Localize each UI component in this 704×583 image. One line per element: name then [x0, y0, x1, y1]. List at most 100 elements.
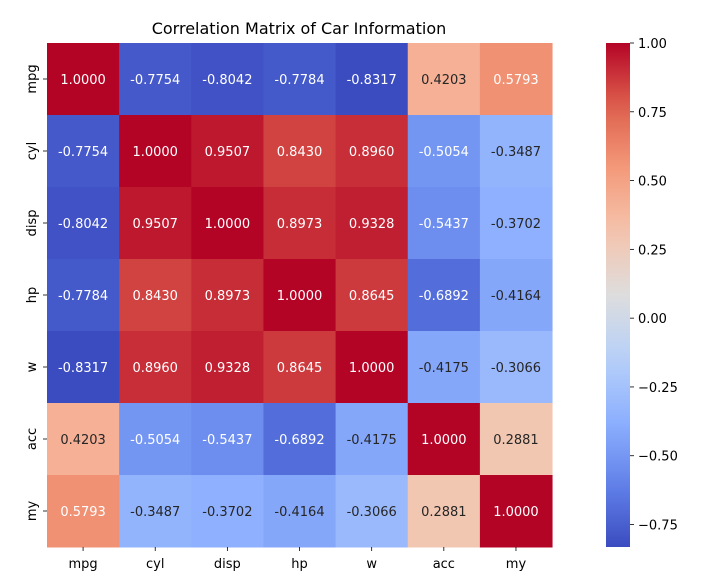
cell-value-label: 1.0000: [132, 145, 178, 160]
cell-value-label: -0.3702: [202, 505, 252, 520]
heatmap-cell: [479, 259, 553, 332]
y-tick-label: acc: [25, 428, 40, 450]
cell-value-label: 0.9507: [132, 217, 178, 232]
heatmap-cell: [263, 475, 337, 548]
cell-value-label: 0.8645: [277, 361, 323, 376]
cell-value-label: -0.4175: [347, 433, 397, 448]
cell-value-label: -0.3702: [491, 217, 541, 232]
cell-value-label: -0.3487: [491, 145, 541, 160]
cell-value-label: -0.7784: [274, 73, 324, 88]
cell-value-label: -0.8042: [202, 73, 252, 88]
heatmap-cell: [119, 43, 192, 116]
heatmap-cell: [47, 331, 120, 404]
heatmap-cell: [335, 403, 409, 476]
colorbar-tick-label: 0.75: [638, 106, 667, 121]
colorbar-tick-label: 0.00: [638, 312, 667, 327]
heatmap-cell: [119, 403, 192, 476]
cell-value-label: 0.8973: [277, 217, 323, 232]
cell-value-label: 0.5793: [60, 505, 106, 520]
heatmap-cell: [263, 43, 337, 116]
colorbar-tick-label: −0.25: [638, 381, 678, 396]
x-tick-label: my: [506, 557, 527, 572]
x-tick-label: disp: [214, 557, 241, 572]
cell-value-label: 0.9328: [205, 361, 251, 376]
heatmap-cell: [263, 403, 337, 476]
x-tick-label: acc: [433, 557, 455, 572]
heatmap-cell: [47, 115, 120, 188]
colorbar: 1.00 0.75 0.50 0.25 0.00 −0.25 −0.50 −0.75: [606, 37, 678, 547]
colorbar-tick-label: −0.50: [638, 450, 678, 465]
x-tick-label: cyl: [146, 557, 164, 572]
heatmap-cell: [479, 115, 553, 188]
heatmap-cell: [407, 43, 481, 116]
heatmap-cell: [119, 115, 192, 188]
cell-value-label: -0.5054: [419, 145, 469, 160]
y-axis-ticks: mpg cyl disp hp w acc my: [25, 64, 47, 521]
cell-value-label: -0.4175: [419, 361, 469, 376]
cell-value-label: -0.3487: [130, 505, 180, 520]
heatmap-cell: [263, 259, 337, 332]
heatmap-cell: [407, 331, 481, 404]
cell-value-label: 0.9328: [349, 217, 395, 232]
cell-value-label: -0.7754: [58, 145, 108, 160]
colorbar-gradient: [606, 43, 630, 547]
cell-value-label: 1.0000: [60, 73, 106, 88]
x-tick-label: w: [366, 557, 377, 572]
cell-value-label: 0.8430: [277, 145, 323, 160]
cell-value-label: 0.4203: [421, 73, 467, 88]
cell-value-label: 0.9507: [205, 145, 251, 160]
heatmap-cell: [407, 403, 481, 476]
y-tick-label: disp: [25, 210, 40, 237]
heatmap-cell: [47, 187, 120, 260]
cell-value-label: -0.3066: [347, 505, 397, 520]
cell-value-label: 1.0000: [349, 361, 395, 376]
colorbar-tick-label: 0.50: [638, 175, 667, 190]
cell-value-label: -0.5054: [130, 433, 180, 448]
cell-value-label: -0.8317: [58, 361, 108, 376]
heatmap-cell: [263, 187, 337, 260]
heatmap-cell: [407, 187, 481, 260]
cell-value-label: 0.8973: [205, 289, 251, 304]
x-axis-ticks: mpg cyl disp hp w acc my: [68, 547, 526, 572]
heatmap-cell: [407, 475, 481, 548]
heatmap-cell: [479, 403, 553, 476]
heatmap-cell: [479, 331, 553, 404]
heatmap-cell: [47, 403, 120, 476]
heatmap-cell: [191, 259, 264, 332]
y-tick-label: w: [25, 361, 40, 372]
cell-value-label: -0.4164: [491, 289, 541, 304]
heatmap-cell: [335, 259, 409, 332]
heatmap-cell: [119, 331, 192, 404]
chart-title: Correlation Matrix of Car Information: [152, 19, 447, 38]
heatmap-cell: [479, 187, 553, 260]
cell-value-label: 0.4203: [60, 433, 106, 448]
heatmap-cell: [335, 331, 409, 404]
heatmap-cell: [191, 115, 264, 188]
heatmap-cell: [191, 331, 264, 404]
heatmap-cell: [407, 115, 481, 188]
cell-value-label: -0.5437: [419, 217, 469, 232]
heatmap-cell: [479, 43, 553, 116]
colorbar-tick-label: −0.75: [638, 519, 678, 534]
cell-value-label: 0.5793: [493, 73, 539, 88]
heatmap-cells: 1.0000 -0.7754 -0.8042 -0.7784 -0.8317 0.4203…: [47, 43, 553, 548]
cell-value-label: -0.3066: [491, 361, 541, 376]
cell-value-label: 0.2881: [421, 505, 467, 520]
heatmap-cell: [263, 115, 337, 188]
colorbar-tick-label: 0.25: [638, 243, 667, 258]
heatmap-cell: [191, 43, 264, 116]
heatmap-cell: [479, 475, 553, 548]
cell-value-label: 0.2881: [493, 433, 539, 448]
heatmap-cell: [191, 187, 264, 260]
heatmap-cell: [335, 115, 409, 188]
heatmap-cell: [263, 331, 337, 404]
heatmap-cell: [47, 475, 120, 548]
y-tick-label: cyl: [25, 142, 40, 160]
heatmap-cell: [335, 475, 409, 548]
y-tick-label: mpg: [25, 64, 40, 93]
heatmap-cell: [335, 187, 409, 260]
cell-value-label: -0.8042: [58, 217, 108, 232]
cell-value-label: 1.0000: [493, 505, 539, 520]
cell-value-label: -0.5437: [202, 433, 252, 448]
x-tick-label: hp: [291, 557, 308, 572]
